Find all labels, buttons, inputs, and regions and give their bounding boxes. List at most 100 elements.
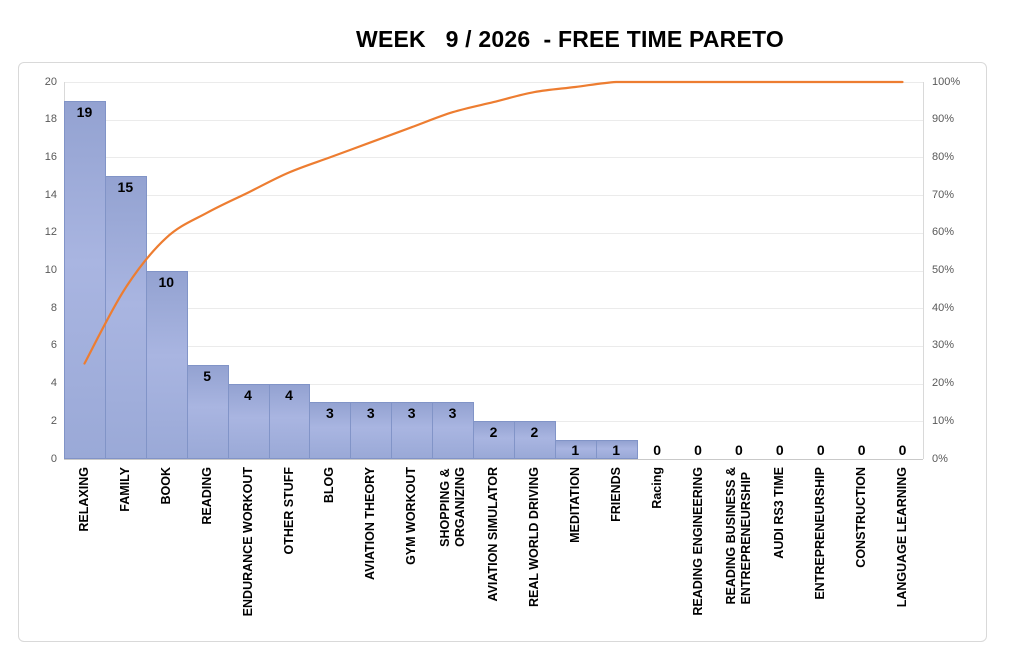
pct-axis-tick-label: 30%	[932, 339, 955, 352]
y-axis-tick-label: 0	[50, 452, 57, 465]
bar-value-label: 10	[158, 273, 175, 290]
bar	[227, 383, 270, 459]
bar-value-label: 19	[76, 103, 93, 120]
pct-axis-tick-label: 50%	[932, 264, 955, 276]
bar-value-label: 3	[407, 405, 416, 422]
gridline	[64, 119, 923, 121]
plot-right-border	[923, 82, 924, 459]
pct-axis-tick-label: 20%	[932, 377, 955, 390]
category-label: GYM WORKOUT	[391, 467, 432, 637]
category-label-text: GYM WORKOUT	[404, 467, 419, 565]
category-label: FRIENDS	[596, 467, 637, 637]
category-label-text: REAL WORLD DRIVING	[527, 467, 541, 608]
bar-value-label: 3	[366, 405, 375, 422]
bar-value-label: 3	[448, 405, 457, 422]
bar-value-label: 15	[117, 179, 134, 196]
bar-value-label: 3	[325, 405, 334, 422]
gridline	[64, 459, 923, 460]
category-label: FAMILY	[105, 467, 146, 637]
y-axis-tick-label: 10	[44, 264, 57, 276]
category-label-text: AUDI RS3 TIME	[772, 467, 787, 559]
gridline	[64, 383, 923, 385]
bar-value-label: 1	[612, 442, 621, 458]
bar-value-label: 5	[203, 367, 212, 384]
pct-axis-tick-label: 0%	[932, 452, 948, 465]
category-label: AVIATION THEORY	[350, 467, 391, 637]
y-axis-tick-label: 18	[44, 113, 57, 126]
category-label: BLOG	[309, 467, 350, 637]
category-label-text: CONSTRUCTION	[854, 467, 869, 568]
y-axis-tick-label: 4	[50, 377, 57, 390]
bar-value-label: 4	[244, 386, 252, 403]
bar-value-label: 0	[898, 442, 907, 458]
category-label-text: AVIATION SIMULATOR	[486, 467, 501, 602]
y-axis-tick-label: 14	[44, 188, 57, 201]
bar-value-label: 0	[816, 442, 825, 458]
cumulative-line	[83, 80, 904, 365]
gridline	[64, 82, 923, 83]
bar	[595, 440, 638, 459]
category-label: READING	[187, 467, 228, 637]
y-axis-tick-label: 6	[50, 339, 57, 352]
bar-value-label: 0	[775, 442, 784, 458]
category-label-text: READING	[199, 467, 214, 525]
bar-value-label: 0	[694, 442, 702, 458]
category-label: Racing	[637, 467, 678, 637]
y-axis-tick-label: 20	[44, 75, 57, 88]
category-label-text: LANGUAGE LEARNING	[895, 467, 910, 608]
category-label: REAL WORLD DRIVING	[514, 467, 555, 637]
bar-value-label: 2	[530, 424, 539, 441]
category-label: ENDURANCE WORKOUT	[228, 467, 269, 637]
category-label: ENTREPRENEURSHIP	[800, 467, 841, 637]
category-label-text: AVIATION THEORY	[363, 467, 378, 580]
category-label-text: READING BUSINESS & ENTREPRENEURSHIP	[724, 467, 753, 605]
pct-axis-tick-label: 60%	[932, 226, 955, 239]
category-label-text: ENDURANCE WORKOUT	[240, 467, 255, 617]
bar-value-label: 4	[285, 386, 293, 403]
cumulative-line-layer	[83, 80, 904, 365]
y-axis-tick-label: 8	[50, 301, 57, 314]
category-label-text: READING ENGINEERING	[690, 467, 705, 616]
category-label: AUDI RS3 TIME	[759, 467, 800, 637]
bar-value-label: 2	[489, 424, 498, 441]
category-label: RELAXING	[64, 467, 105, 637]
category-label-text: FAMILY	[117, 467, 132, 512]
pct-axis-tick-label: 40%	[932, 301, 955, 314]
category-label: SHOPPING & ORGANIZING	[432, 467, 473, 637]
category-label-text: MEDITATION	[567, 467, 582, 543]
category-label: AVIATION SIMULATOR	[473, 467, 514, 637]
bar	[473, 421, 515, 459]
category-label: OTHER STUFF	[269, 467, 310, 637]
chart-area: 20 100% 18 90% 16 80% 14 70% 12 60% 10 50% 8 40% 6 30% 4…	[18, 62, 987, 642]
y-axis-tick-label: 2	[50, 414, 57, 427]
bar	[513, 421, 556, 459]
category-label: CONSTRUCTION	[841, 467, 882, 637]
bar	[432, 402, 475, 459]
gridline	[64, 157, 923, 159]
category-label-text: Racing	[649, 467, 664, 509]
category-label-text: BOOK	[158, 467, 173, 505]
gridline	[64, 308, 923, 310]
category-label-text: BLOG	[322, 467, 337, 504]
bar	[268, 383, 311, 459]
pct-axis-tick-label: 90%	[932, 113, 955, 126]
category-label-text: OTHER STUFF	[281, 467, 296, 555]
category-label-text: ENTREPRENEURSHIP	[813, 467, 828, 600]
category-label: READING BUSINESS & ENTREPRENEURSHIP	[718, 467, 759, 637]
bar	[64, 100, 106, 459]
category-label: MEDITATION	[555, 467, 596, 637]
pct-axis-tick-label: 10%	[932, 414, 955, 427]
category-label-text: FRIENDS	[608, 467, 623, 522]
pct-axis-tick-label: 80%	[932, 150, 955, 163]
gridline	[64, 345, 923, 347]
pct-axis-tick-label: 70%	[932, 188, 955, 201]
category-label-text: SHOPPING & ORGANIZING	[437, 467, 467, 547]
bar-value-label: 1	[571, 442, 580, 458]
y-axis-tick-label: 16	[44, 150, 57, 163]
category-label-text: RELAXING	[77, 467, 92, 532]
gridline	[64, 195, 923, 197]
bar-value-label: 0	[735, 442, 743, 458]
category-label: LANGUAGE LEARNING	[882, 467, 923, 637]
bar-value-label: 0	[653, 442, 661, 458]
